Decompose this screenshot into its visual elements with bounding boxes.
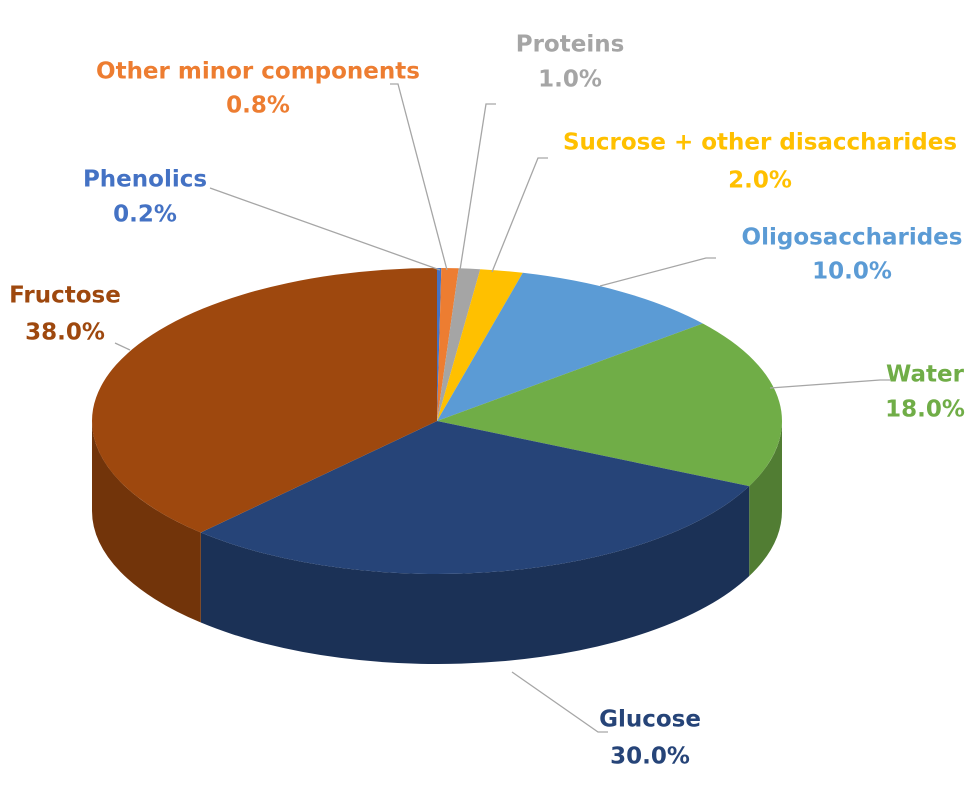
slice-value-label: 10.0% xyxy=(812,259,892,285)
leader-line xyxy=(459,103,496,271)
leader-line xyxy=(511,671,608,733)
slice-side xyxy=(749,421,782,577)
slice-side xyxy=(200,486,750,664)
slice-label: Glucose xyxy=(599,707,701,733)
slice-value-label: 0.2% xyxy=(113,202,177,228)
leader-line xyxy=(769,379,890,389)
slice-label: Fructose xyxy=(9,283,121,309)
slice xyxy=(437,268,459,421)
slice xyxy=(437,268,481,421)
slice-label: Other minor components xyxy=(96,59,420,85)
slice xyxy=(91,268,437,533)
slice-value-label: 0.8% xyxy=(226,93,290,119)
slice-label: Phenolics xyxy=(83,167,207,193)
slice xyxy=(200,421,750,575)
slice-label: Oligosaccharides xyxy=(742,225,963,251)
slice-side xyxy=(92,421,201,623)
slice xyxy=(437,269,523,421)
slice-value-label: 1.0% xyxy=(538,67,602,93)
slice xyxy=(437,268,442,421)
slice xyxy=(437,323,782,487)
leader-line xyxy=(599,257,716,287)
slice-value-label: 18.0% xyxy=(885,397,965,423)
slice xyxy=(437,272,703,421)
slice-label: Sucrose + other disaccharides xyxy=(563,130,957,156)
leader-line xyxy=(390,83,448,271)
leader-line xyxy=(209,187,441,271)
leader-line xyxy=(114,342,131,351)
slice-value-label: 2.0% xyxy=(728,168,792,194)
slice-value-label: 30.0% xyxy=(610,744,690,770)
slice-value-label: 38.0% xyxy=(25,320,105,346)
slice-label: Water xyxy=(886,362,965,388)
slice-label: Proteins xyxy=(516,32,625,58)
leader-line xyxy=(491,157,548,273)
